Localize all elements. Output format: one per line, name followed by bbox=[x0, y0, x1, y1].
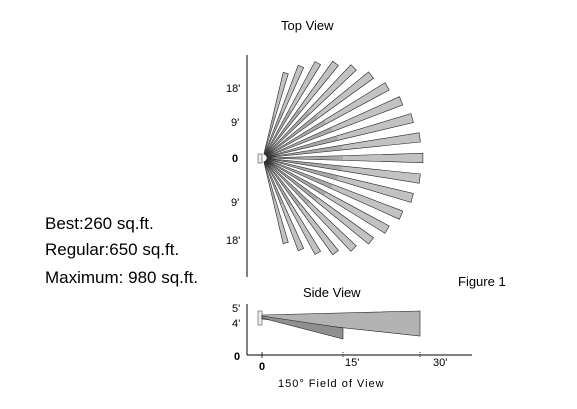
side-y-tick-0: 0 bbox=[234, 351, 240, 363]
top-beam-10 bbox=[266, 152, 424, 164]
top-beam-inner-20 bbox=[263, 161, 276, 201]
coverage-maximum: Maximum: 980 sq.ft. bbox=[45, 268, 199, 287]
top-beam-inner-7 bbox=[266, 127, 333, 157]
top-beam-7 bbox=[266, 96, 404, 157]
field-of-view-label: 150° Field of View bbox=[278, 378, 385, 390]
top-beam-inner-3 bbox=[265, 109, 301, 155]
coverage-best: Best:260 sq.ft. bbox=[45, 214, 154, 233]
side-beam-short bbox=[261, 315, 344, 340]
top-beam-inner-13 bbox=[266, 159, 333, 189]
sensor-top-marker bbox=[257, 153, 263, 164]
top-beam-11 bbox=[266, 158, 421, 184]
top-beam-17 bbox=[264, 160, 339, 256]
top-beam-inner-17 bbox=[265, 161, 301, 207]
top-beam-19 bbox=[264, 161, 305, 252]
top-beam-13 bbox=[266, 159, 404, 220]
top-beam-12 bbox=[266, 158, 414, 203]
side-x-tick-label-0: 0 bbox=[259, 361, 265, 373]
top-beam-3 bbox=[264, 60, 339, 156]
top-beam-inner-16 bbox=[265, 160, 310, 205]
top-beam-inner-4 bbox=[265, 111, 310, 156]
top-beam-inner-18 bbox=[264, 161, 292, 207]
top-y-tick-9-lower: 9' bbox=[231, 197, 239, 209]
side-view-title: Side View bbox=[303, 285, 361, 300]
top-beam-inner-1 bbox=[264, 111, 284, 155]
top-beam-0 bbox=[263, 72, 289, 155]
top-beam-18 bbox=[264, 161, 322, 255]
top-beam-14 bbox=[266, 159, 390, 234]
top-beam-1 bbox=[264, 64, 305, 155]
side-y-tick-5: 5' bbox=[232, 303, 240, 315]
top-beam-inner-10 bbox=[267, 155, 343, 161]
top-beam-8 bbox=[266, 113, 414, 158]
top-beam-2 bbox=[264, 61, 322, 155]
top-beam-4 bbox=[265, 64, 357, 156]
top-beam-inner-2 bbox=[264, 109, 292, 155]
top-y-tick-0: 0 bbox=[232, 153, 238, 165]
top-y-tick-9-upper: 9' bbox=[231, 117, 239, 129]
top-beam-20 bbox=[263, 161, 289, 244]
top-view-title: Top View bbox=[281, 18, 334, 33]
side-y-tick-4: 4' bbox=[232, 318, 240, 330]
side-x-tick-label-30: 30' bbox=[433, 357, 447, 369]
top-beam-15 bbox=[265, 159, 374, 245]
top-y-tick-18-lower: 18' bbox=[226, 235, 240, 247]
top-beam-inner-15 bbox=[266, 160, 319, 202]
top-beam-inner-6 bbox=[266, 120, 327, 157]
top-view-beams bbox=[263, 60, 424, 256]
top-beam-inner-11 bbox=[266, 158, 342, 171]
top-beam-inner-19 bbox=[264, 161, 284, 205]
top-beam-inner-9 bbox=[266, 145, 342, 158]
top-beam-inner-5 bbox=[266, 114, 319, 156]
top-beam-5 bbox=[265, 71, 374, 157]
top-y-tick-18-upper: 18' bbox=[226, 83, 240, 95]
top-beam-inner-8 bbox=[266, 135, 339, 158]
top-beam-6 bbox=[266, 82, 390, 157]
top-beam-9 bbox=[266, 132, 421, 158]
sensor-side-marker bbox=[257, 310, 263, 326]
coverage-regular: Regular:650 sq.ft. bbox=[45, 240, 180, 259]
side-x-tick-label-15: 15' bbox=[345, 357, 359, 369]
figure-label: Figure 1 bbox=[458, 274, 506, 289]
top-beam-inner-12 bbox=[266, 158, 339, 181]
top-beam-inner-0 bbox=[263, 115, 276, 155]
top-beam-inner-14 bbox=[266, 159, 327, 196]
top-beam-16 bbox=[265, 160, 357, 252]
